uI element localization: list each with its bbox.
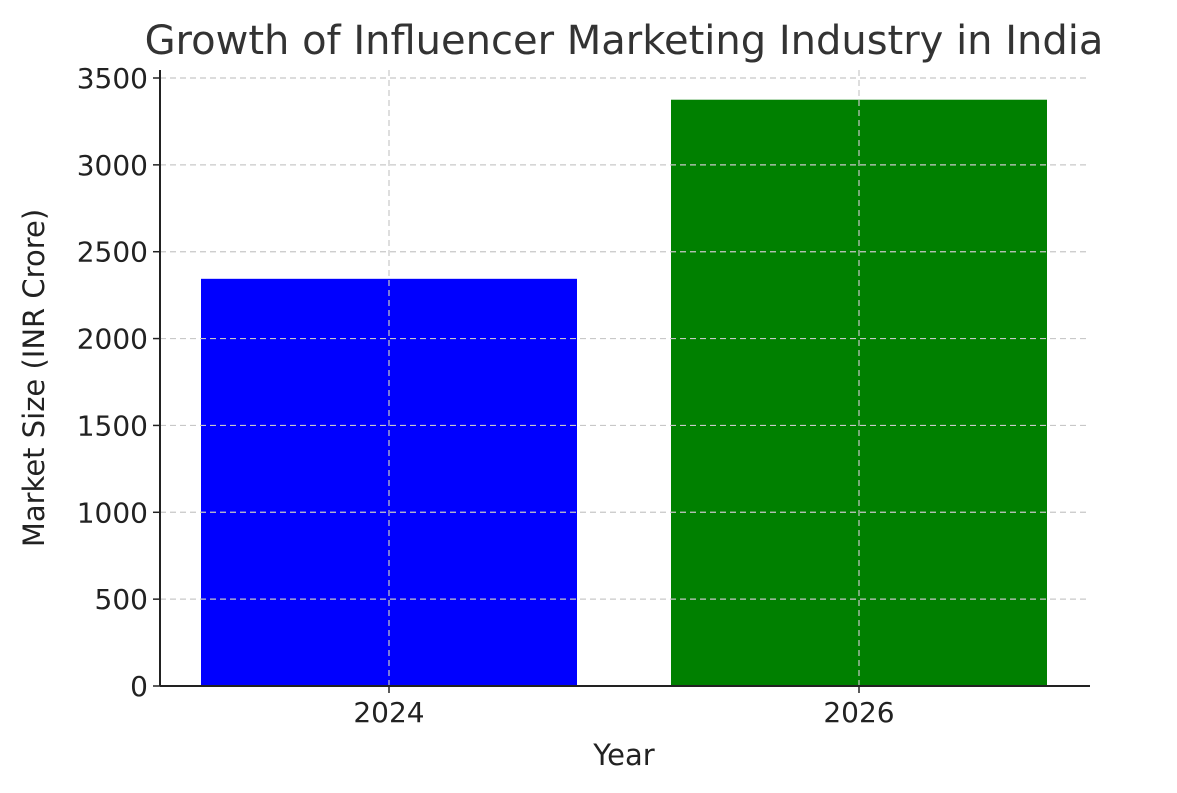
bars xyxy=(201,99,1047,686)
grid xyxy=(160,70,1090,686)
ticks: 0 500 1000 1500 2000 2500 3000 3500 2024 2026 xyxy=(77,62,895,729)
y-tick-label: 3000 xyxy=(77,149,148,182)
x-tick-label: 2026 xyxy=(823,696,894,729)
axes xyxy=(159,70,1090,687)
y-axis-label: Market Size (INR Crore) xyxy=(17,209,51,547)
y-tick-label: 2500 xyxy=(77,236,148,269)
y-tick-label: 2000 xyxy=(77,323,148,356)
y-tick-label: 0 xyxy=(130,670,148,703)
x-tick-label: 2024 xyxy=(353,696,424,729)
y-tick-label: 3500 xyxy=(77,62,148,95)
y-tick-label: 1500 xyxy=(77,409,148,442)
chart-title: Growth of Influencer Marketing Industry … xyxy=(145,18,1104,64)
y-tick-label: 1000 xyxy=(77,496,148,529)
x-axis-label: Year xyxy=(592,738,654,772)
y-tick-label: 500 xyxy=(95,583,148,616)
